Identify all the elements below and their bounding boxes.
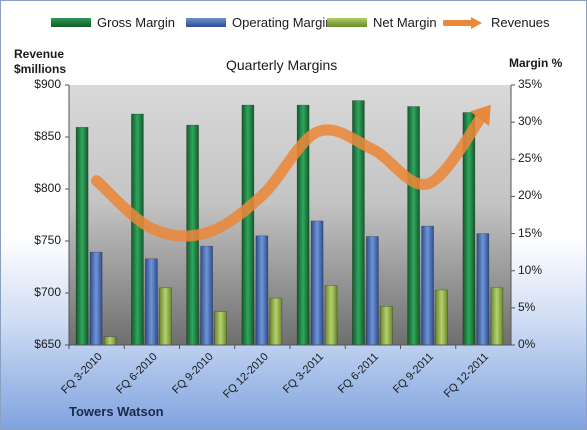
bar-operating-margin-0 (89, 251, 103, 346)
legend-operating-margin: Operating Margin (186, 15, 332, 30)
bar-net-margin-6 (435, 289, 448, 346)
right-tick-label-3: 15% (518, 225, 543, 240)
left-tick-label-3: $800 (34, 181, 61, 195)
bar-operating-margin-3 (255, 235, 269, 346)
right-tick-label-4: 20% (518, 188, 543, 203)
bar-operating-margin-4 (310, 220, 324, 346)
revenues-arrowhead (470, 104, 491, 127)
legend-label-net: Net Margin (373, 15, 437, 30)
right-tick-label-5: 25% (518, 151, 543, 166)
legend-swatch-revenues (443, 16, 483, 30)
bar-net-margin-4 (324, 285, 338, 346)
legend-gross-margin: Gross Margin (51, 15, 175, 30)
chart-title: Quarterly Margins (226, 57, 338, 73)
brand-label: Towers Watson (69, 404, 164, 419)
bar-gross-margin-1 (131, 113, 144, 346)
bar-operating-margin-7 (476, 233, 490, 346)
revenues-line (91, 108, 489, 242)
legend-label-gross: Gross Margin (97, 15, 176, 30)
left-tick-label-4: $850 (34, 129, 61, 143)
legend-revenues: Revenues (443, 15, 550, 30)
bar-gross-margin-3 (241, 104, 255, 346)
right-axis-label: Margin % (509, 56, 563, 70)
left-tick-label-1: $700 (34, 285, 61, 299)
bar-net-margin-0 (103, 336, 117, 346)
legend-swatch-gross (51, 18, 91, 27)
left-tick-label-2: $750 (34, 233, 61, 247)
legend-swatch-net (327, 18, 367, 27)
bar-net-margin-1 (159, 287, 172, 346)
right-tick-label-1: 5% (518, 299, 536, 314)
bar-operating-margin-5 (366, 236, 379, 346)
left-axis-label-line1: Revenue (14, 47, 65, 61)
right-tick-label-0: 0% (518, 337, 536, 351)
bar-net-margin-3 (269, 297, 283, 346)
bar-operating-margin-2 (200, 245, 213, 346)
left-tick-label-0: $650 (34, 337, 61, 351)
legend-swatch-operating (186, 18, 226, 27)
left-axis-label: Revenue $millions (14, 47, 66, 77)
chart-legend: Gross Margin Operating Margin Net Margin… (1, 15, 586, 37)
bar-net-margin-5 (380, 306, 393, 346)
left-tick-label-5: $900 (34, 77, 61, 91)
bar-net-margin-2 (214, 311, 227, 346)
bar-operating-margin-1 (145, 258, 158, 346)
bar-gross-margin-6 (407, 106, 420, 346)
right-tick-label-6: 30% (518, 114, 543, 129)
bar-operating-margin-6 (421, 225, 434, 346)
right-tick-label-2: 10% (518, 262, 543, 277)
legend-label-operating: Operating Margin (232, 15, 333, 30)
legend-label-revenues: Revenues (491, 15, 550, 30)
left-axis-label-line2: $millions (14, 62, 67, 76)
legend-net-margin: Net Margin (327, 15, 437, 30)
bar-gross-margin-0 (75, 127, 89, 346)
bar-net-margin-7 (490, 287, 504, 346)
right-tick-label-7: 35% (518, 77, 543, 91)
